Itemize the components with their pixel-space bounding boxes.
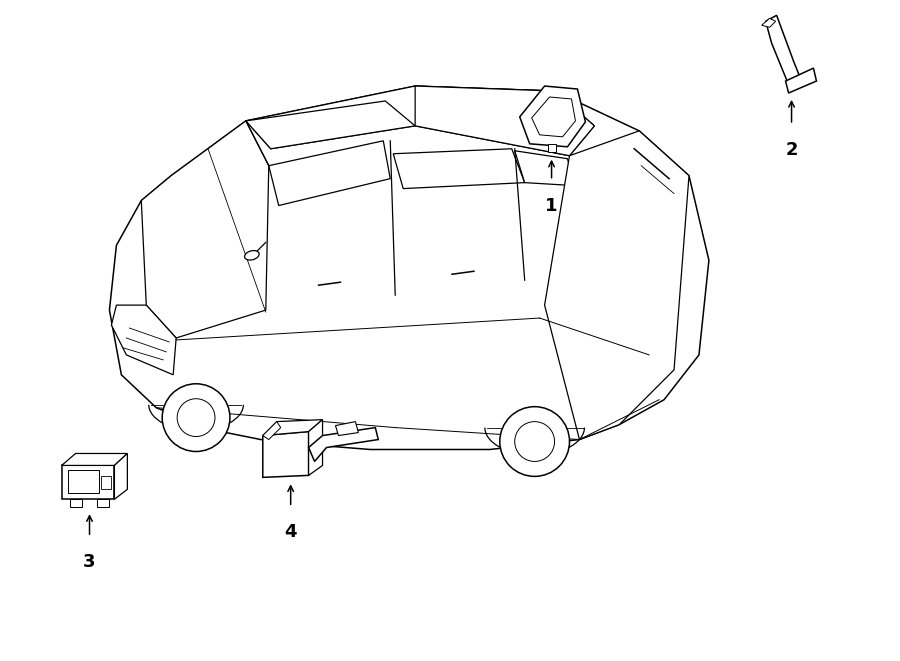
Polygon shape — [68, 471, 100, 493]
Circle shape — [276, 447, 292, 463]
Circle shape — [282, 451, 288, 457]
Polygon shape — [336, 422, 358, 436]
Polygon shape — [97, 499, 110, 507]
Polygon shape — [761, 19, 776, 27]
Text: 2: 2 — [786, 141, 797, 159]
Polygon shape — [263, 432, 309, 477]
Circle shape — [515, 422, 554, 461]
Polygon shape — [141, 121, 269, 338]
Polygon shape — [415, 86, 594, 156]
Text: 4: 4 — [284, 524, 297, 541]
Polygon shape — [110, 86, 709, 449]
Text: 3: 3 — [84, 553, 95, 571]
Polygon shape — [61, 465, 114, 499]
Polygon shape — [532, 97, 575, 137]
Polygon shape — [246, 86, 594, 156]
Text: 1: 1 — [545, 196, 558, 215]
Polygon shape — [766, 15, 802, 87]
Circle shape — [774, 28, 779, 34]
Polygon shape — [263, 422, 281, 440]
Polygon shape — [515, 151, 574, 186]
Polygon shape — [309, 428, 378, 461]
Polygon shape — [393, 149, 525, 188]
Polygon shape — [69, 499, 82, 507]
Circle shape — [343, 424, 350, 432]
Polygon shape — [519, 86, 585, 147]
Circle shape — [500, 407, 570, 477]
Circle shape — [162, 384, 230, 451]
Polygon shape — [114, 453, 128, 499]
Circle shape — [790, 68, 796, 74]
Polygon shape — [61, 453, 128, 465]
Polygon shape — [263, 420, 322, 436]
Polygon shape — [246, 101, 415, 149]
Polygon shape — [102, 477, 112, 489]
Polygon shape — [544, 131, 689, 440]
Polygon shape — [112, 305, 176, 375]
Polygon shape — [309, 420, 322, 475]
Circle shape — [177, 399, 215, 436]
Polygon shape — [269, 141, 391, 206]
Polygon shape — [786, 68, 816, 93]
Ellipse shape — [245, 251, 259, 260]
Circle shape — [271, 440, 299, 469]
Polygon shape — [547, 144, 555, 152]
